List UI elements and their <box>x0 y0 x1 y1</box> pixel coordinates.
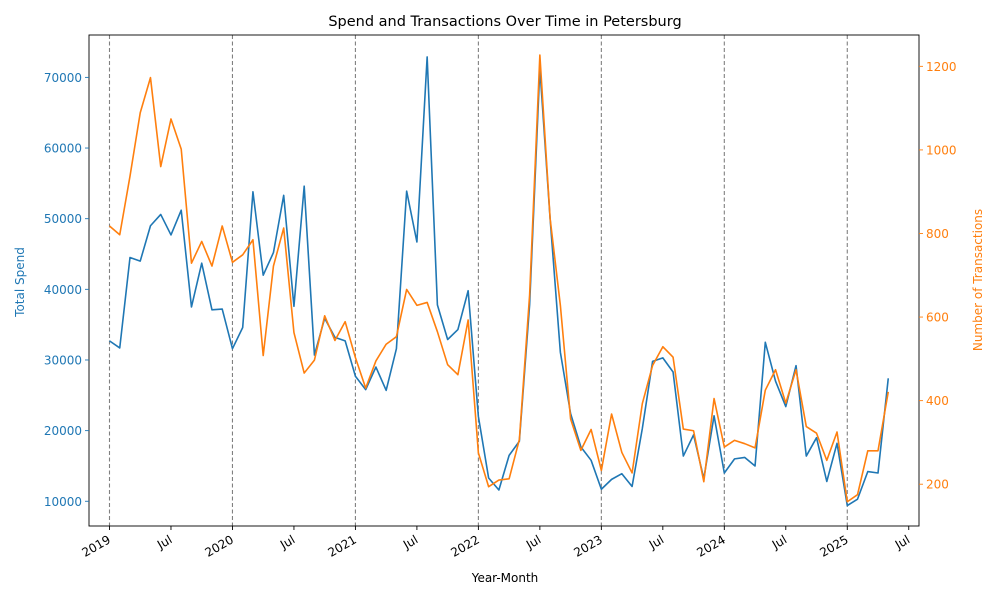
x-tick-label: 2021 <box>325 532 358 559</box>
y-axis-left: 10000 20000 30000 40000 50000 60000 70000 <box>44 71 89 509</box>
chart-title: Spend and Transactions Over Time in Pete… <box>328 14 681 30</box>
x-tick-label: 2024 <box>694 532 727 559</box>
y-right-tick-label: 200 <box>926 478 949 492</box>
spend-line-layer <box>108 54 890 507</box>
y-axis-right-label: Number of Transactions <box>971 209 985 351</box>
x-tick-label: Jul <box>769 532 789 552</box>
x-tick-label: 2020 <box>203 532 236 559</box>
y-left-tick-label: 50000 <box>44 212 82 226</box>
y-axis-left-label: Total Spend <box>13 247 27 318</box>
y-left-tick-label: 60000 <box>44 142 82 156</box>
y-left-tick-label: 10000 <box>44 495 82 509</box>
y-left-tick-label: 40000 <box>44 283 82 297</box>
plot-frame <box>88 34 920 527</box>
y-right-tick-label: 800 <box>926 227 949 241</box>
y-left-tick-label: 70000 <box>44 71 82 85</box>
x-axis: 2019 Jul 2020 Jul 2021 Jul 2022 Jul 2023 Jul 2024 J… <box>80 526 912 560</box>
x-tick-label: Jul <box>523 532 543 552</box>
y-right-tick-label: 1200 <box>926 60 957 74</box>
y-right-tick-label: 400 <box>926 394 949 408</box>
y-left-tick-label: 30000 <box>44 353 82 367</box>
total-spend-line <box>109 56 890 507</box>
y-right-tick-label: 600 <box>926 311 949 325</box>
x-tick-label: Jul <box>154 532 174 552</box>
x-tick-label: Jul <box>892 532 912 552</box>
x-tick-label: Jul <box>646 532 666 552</box>
y-axis-right: 200 400 600 800 1000 1200 <box>919 60 957 492</box>
x-tick-label: Jul <box>277 532 297 552</box>
y-left-tick-label: 20000 <box>44 424 82 438</box>
x-tick-label: 2023 <box>571 532 604 559</box>
x-axis-label: Year-Month <box>471 571 539 585</box>
year-marker-lines <box>108 35 848 526</box>
y-right-tick-label: 1000 <box>926 143 957 157</box>
x-tick-label: 2022 <box>448 532 481 559</box>
x-tick-label: 2019 <box>80 532 113 559</box>
x-tick-label: 2025 <box>817 532 850 559</box>
x-tick-label: Jul <box>400 532 420 552</box>
transactions-line <box>108 54 890 503</box>
